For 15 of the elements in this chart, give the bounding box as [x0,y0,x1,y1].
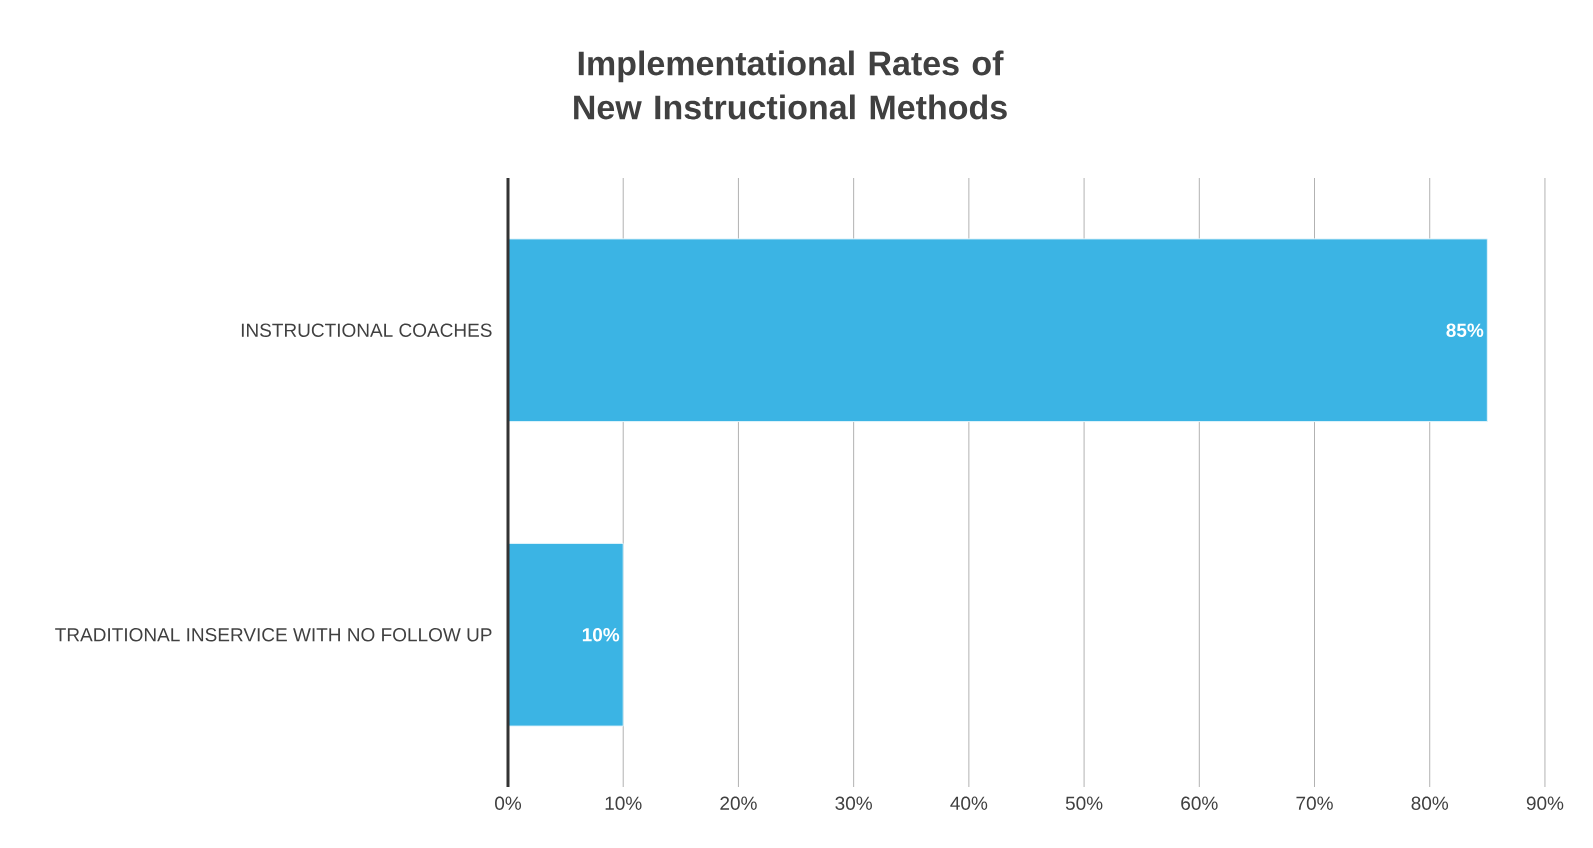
y-tick-label: INSTRUCTIONAL COACHES [241,323,492,337]
x-tick-label: 30% [835,796,872,810]
x-tick-label: 10% [605,796,642,810]
x-tick-label: 20% [720,796,757,810]
x-tick-label: 70% [1296,796,1333,810]
y-tick-label: TRADITIONAL INSERVICE WITH NO FOLLOW UP [55,628,492,642]
x-tick-label: 50% [1065,796,1103,810]
chart-title: Implementational Rates of New Instructional Methods [574,50,1007,120]
x-tick-label: 90% [1526,796,1564,810]
x-tick-label: 0% [495,796,522,810]
x-tick-label: 60% [1181,796,1218,810]
x-tick-label: 80% [1411,796,1449,810]
data-label: 10% [582,628,620,642]
data-label: 85% [1446,323,1484,337]
x-tick-label: 40% [950,796,988,810]
